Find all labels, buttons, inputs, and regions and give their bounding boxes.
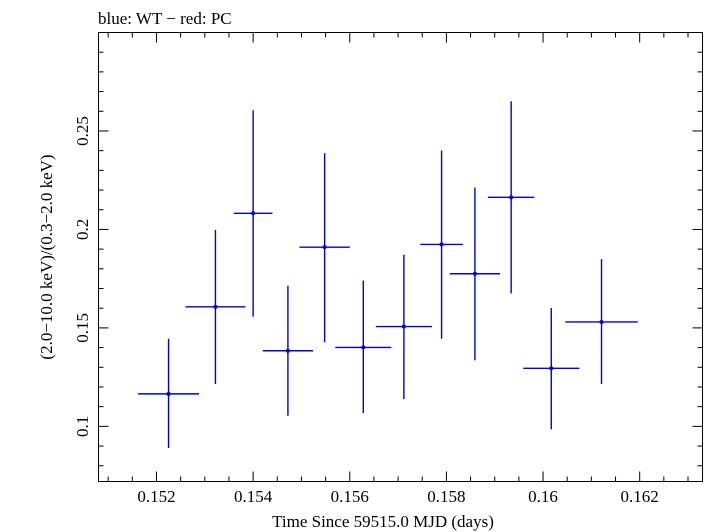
x-tick-label: 0.16 bbox=[528, 487, 558, 506]
point-marker bbox=[285, 348, 290, 353]
point-marker bbox=[361, 345, 366, 350]
point-marker bbox=[401, 324, 406, 329]
x-tick-label: 0.152 bbox=[137, 487, 175, 506]
data-point bbox=[262, 285, 314, 416]
point-marker bbox=[549, 366, 554, 371]
plot-frame bbox=[98, 32, 703, 482]
data-point bbox=[185, 229, 246, 385]
point-marker bbox=[166, 391, 171, 396]
data-point bbox=[233, 110, 273, 317]
data-series bbox=[138, 101, 638, 449]
data-point bbox=[420, 150, 463, 339]
chart-title: blue: WT − red: PC bbox=[98, 9, 232, 28]
point-marker bbox=[251, 211, 256, 216]
y-tick-label: 0.1 bbox=[73, 416, 92, 437]
data-point bbox=[138, 338, 200, 449]
x-axis: 0.152 0.154 0.156 0.158 0.16 0.162 bbox=[107, 32, 689, 506]
x-tick-label: 0.156 bbox=[331, 487, 369, 506]
point-marker bbox=[599, 319, 604, 324]
data-point bbox=[449, 187, 501, 361]
point-marker bbox=[439, 242, 444, 247]
data-point bbox=[565, 259, 638, 385]
point-marker bbox=[509, 195, 514, 200]
x-tick-label: 0.154 bbox=[234, 487, 273, 506]
data-point bbox=[299, 153, 350, 343]
point-marker bbox=[472, 271, 477, 276]
y-tick-label: 0.2 bbox=[73, 219, 92, 240]
data-point bbox=[523, 308, 580, 430]
y-axis: 0.1 0.15 0.2 0.25 bbox=[73, 32, 703, 467]
data-point bbox=[375, 254, 432, 400]
data-point bbox=[487, 101, 535, 294]
y-axis-label: (2.0−10.0 keV)/(0.3−2.0 keV) bbox=[37, 154, 56, 359]
y-tick-label: 0.25 bbox=[73, 116, 92, 146]
point-marker bbox=[322, 245, 327, 250]
point-marker bbox=[213, 304, 218, 309]
x-axis-label: Time Since 59515.0 MJD (days) bbox=[272, 512, 494, 531]
x-tick-label: 0.158 bbox=[427, 487, 465, 506]
y-tick-label: 0.15 bbox=[73, 313, 92, 343]
x-tick-label: 0.162 bbox=[621, 487, 659, 506]
data-point bbox=[335, 280, 392, 414]
